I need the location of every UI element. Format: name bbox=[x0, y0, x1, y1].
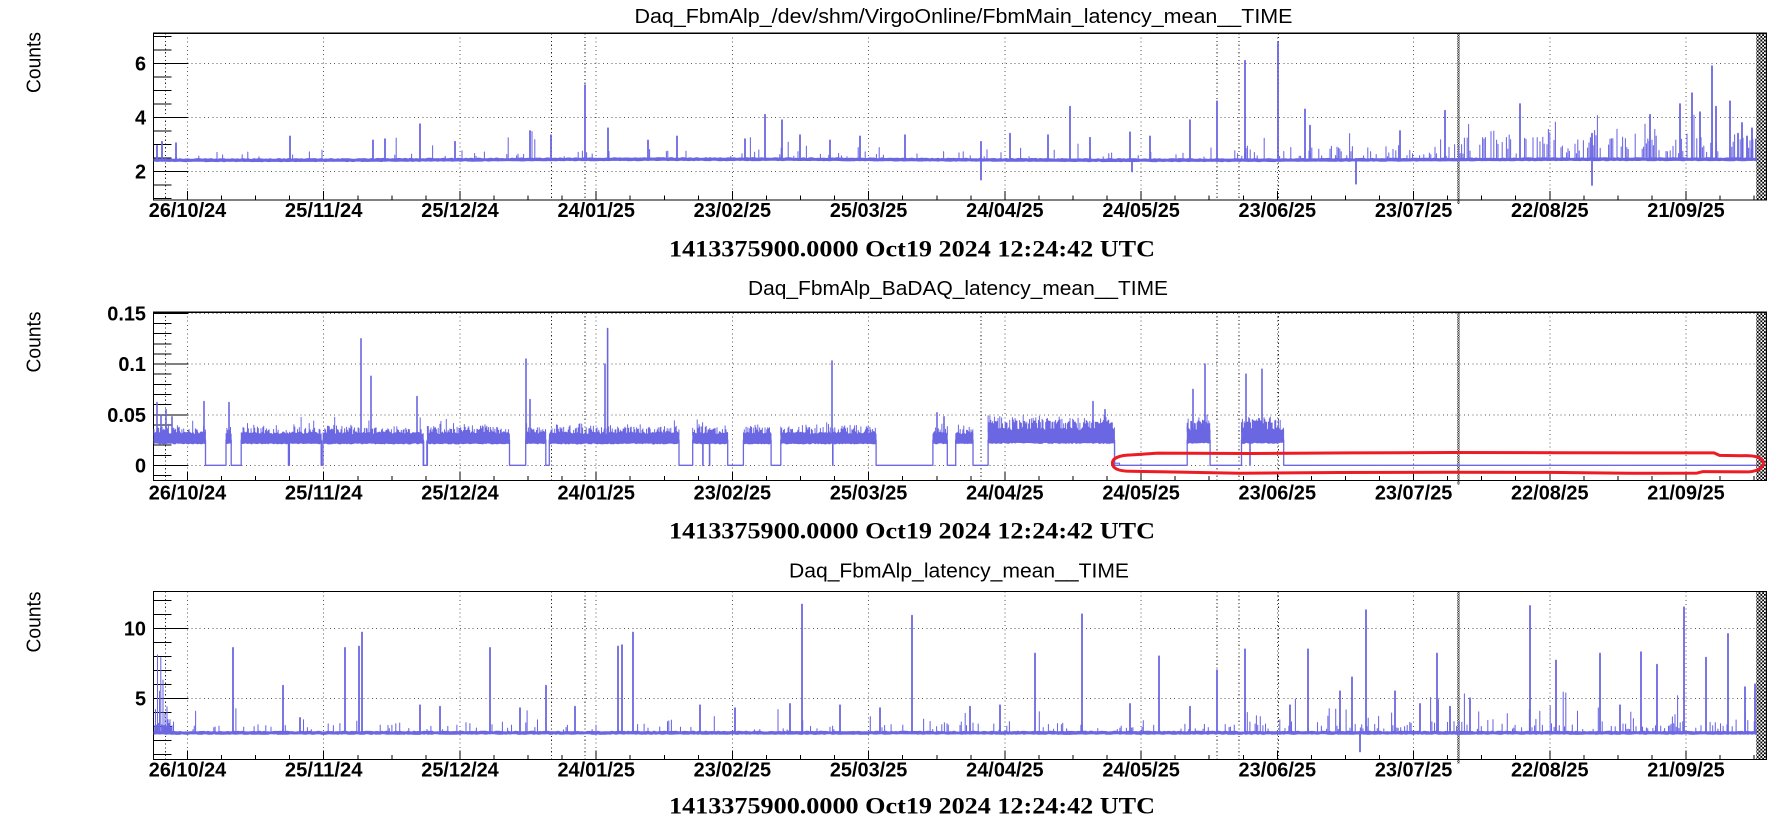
svg-text:24/04/25: 24/04/25 bbox=[966, 760, 1044, 782]
svg-text:25/11/24: 25/11/24 bbox=[285, 200, 363, 222]
svg-text:23/02/25: 23/02/25 bbox=[694, 200, 772, 222]
svg-text:Counts: Counts bbox=[23, 592, 46, 653]
svg-text:21/09/25: 21/09/25 bbox=[1647, 200, 1725, 222]
svg-text:25/03/25: 25/03/25 bbox=[830, 200, 908, 222]
svg-text:24/01/25: 24/01/25 bbox=[557, 483, 635, 505]
svg-text:26/10/24: 26/10/24 bbox=[149, 200, 227, 222]
svg-text:Daq_FbmAlp_latency_mean__TIME: Daq_FbmAlp_latency_mean__TIME bbox=[789, 560, 1129, 583]
svg-text:0.15: 0.15 bbox=[107, 303, 146, 325]
svg-text:22/08/25: 22/08/25 bbox=[1511, 760, 1589, 782]
svg-text:2: 2 bbox=[135, 162, 146, 184]
svg-text:25/03/25: 25/03/25 bbox=[830, 483, 908, 505]
svg-text:23/07/25: 23/07/25 bbox=[1375, 760, 1453, 782]
svg-text:25/12/24: 25/12/24 bbox=[421, 483, 499, 505]
svg-text:21/09/25: 21/09/25 bbox=[1647, 760, 1725, 782]
svg-text:23/06/25: 23/06/25 bbox=[1239, 760, 1317, 782]
svg-text:26/10/24: 26/10/24 bbox=[149, 483, 227, 505]
svg-text:25/11/24: 25/11/24 bbox=[285, 760, 363, 782]
svg-text:24/04/25: 24/04/25 bbox=[966, 200, 1044, 222]
svg-text:25/11/24: 25/11/24 bbox=[285, 483, 363, 505]
svg-text:Daq_FbmAlp_/dev/shm/VirgoOnlin: Daq_FbmAlp_/dev/shm/VirgoOnline/FbmMain_… bbox=[635, 5, 1293, 28]
svg-text:22/08/25: 22/08/25 bbox=[1511, 483, 1589, 505]
svg-text:10: 10 bbox=[124, 618, 146, 640]
svg-text:1413375900.0000 Oct19 2024 12:: 1413375900.0000 Oct19 2024 12:24:42 UTC bbox=[669, 237, 1155, 262]
svg-text:24/05/25: 24/05/25 bbox=[1102, 200, 1180, 222]
svg-text:25/03/25: 25/03/25 bbox=[830, 760, 908, 782]
svg-text:1413375900.0000 Oct19 2024 12:: 1413375900.0000 Oct19 2024 12:24:42 UTC bbox=[669, 519, 1155, 544]
svg-text:23/06/25: 23/06/25 bbox=[1239, 483, 1317, 505]
svg-text:22/08/25: 22/08/25 bbox=[1511, 200, 1589, 222]
svg-text:23/07/25: 23/07/25 bbox=[1375, 483, 1453, 505]
svg-text:24/05/25: 24/05/25 bbox=[1102, 760, 1180, 782]
svg-text:5: 5 bbox=[135, 688, 146, 710]
svg-text:0: 0 bbox=[135, 456, 146, 478]
svg-text:24/04/25: 24/04/25 bbox=[966, 483, 1044, 505]
svg-text:23/06/25: 23/06/25 bbox=[1239, 200, 1317, 222]
svg-text:0.05: 0.05 bbox=[107, 405, 146, 427]
svg-text:24/01/25: 24/01/25 bbox=[557, 200, 635, 222]
svg-text:23/07/25: 23/07/25 bbox=[1375, 200, 1453, 222]
svg-text:6: 6 bbox=[135, 54, 146, 76]
svg-text:24/01/25: 24/01/25 bbox=[557, 760, 635, 782]
svg-text:26/10/24: 26/10/24 bbox=[149, 760, 227, 782]
svg-text:1413375900.0000 Oct19 2024 12:: 1413375900.0000 Oct19 2024 12:24:42 UTC bbox=[669, 794, 1155, 819]
svg-text:Counts: Counts bbox=[23, 312, 46, 373]
svg-text:23/02/25: 23/02/25 bbox=[694, 760, 772, 782]
svg-text:23/02/25: 23/02/25 bbox=[694, 483, 772, 505]
svg-text:25/12/24: 25/12/24 bbox=[421, 760, 499, 782]
svg-text:Daq_FbmAlp_BaDAQ_latency_mean_: Daq_FbmAlp_BaDAQ_latency_mean__TIME bbox=[748, 277, 1168, 300]
svg-text:Counts: Counts bbox=[23, 32, 46, 93]
svg-text:24/05/25: 24/05/25 bbox=[1102, 483, 1180, 505]
svg-text:21/09/25: 21/09/25 bbox=[1647, 483, 1725, 505]
svg-text:25/12/24: 25/12/24 bbox=[421, 200, 499, 222]
svg-text:0.1: 0.1 bbox=[118, 354, 146, 376]
svg-text:4: 4 bbox=[135, 108, 146, 130]
